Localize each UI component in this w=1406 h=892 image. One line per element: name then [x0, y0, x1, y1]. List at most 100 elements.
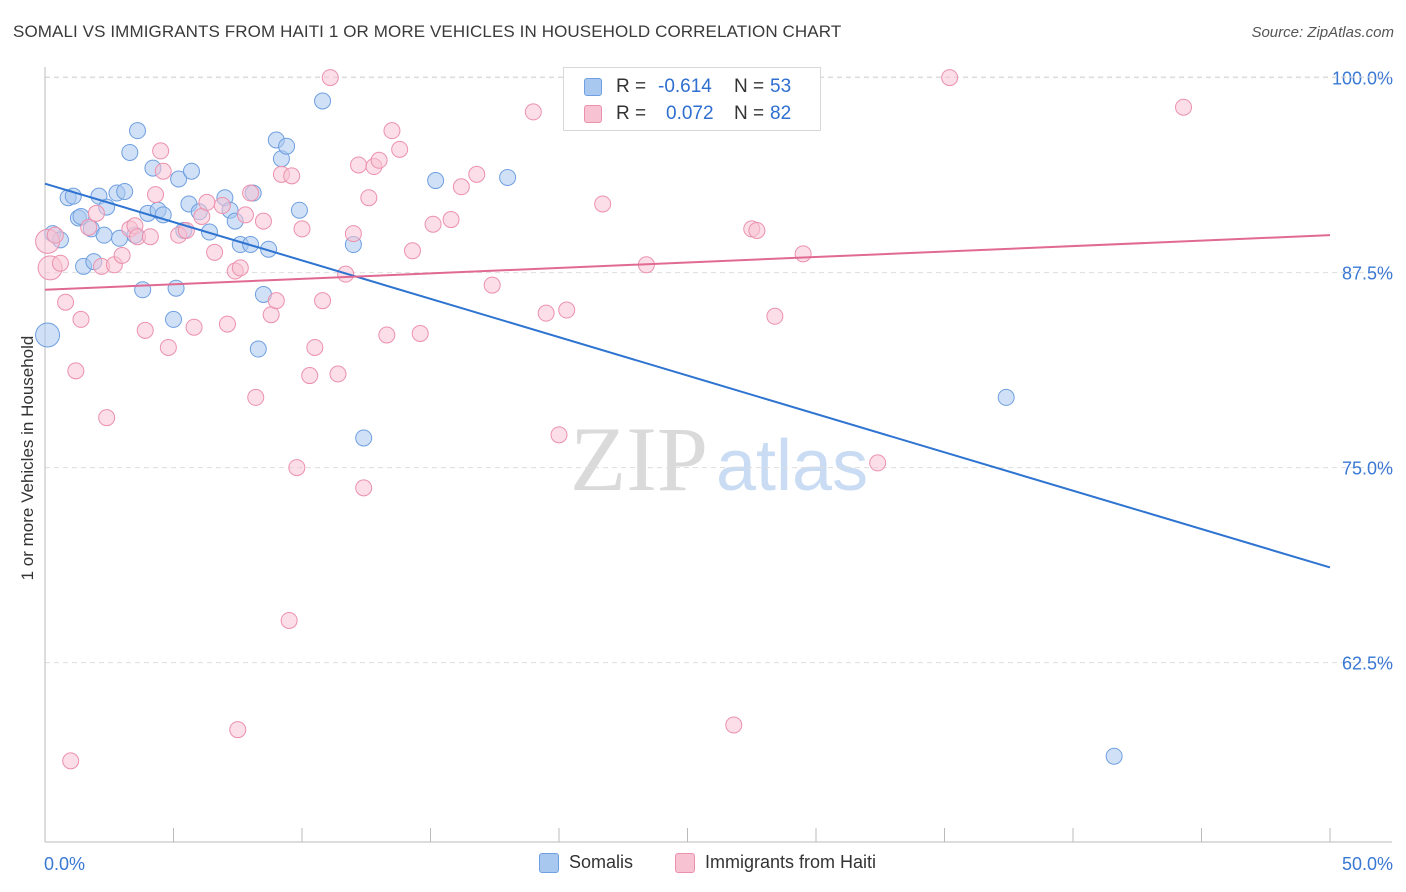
y-tick-label: 75.0% — [1342, 459, 1393, 479]
haiti-point — [72, 310, 90, 328]
somali-point — [154, 206, 172, 224]
haiti-point — [198, 193, 216, 211]
watermark-zip: ZIP — [570, 408, 708, 510]
legend-item-somalis[interactable]: Somalis — [539, 852, 633, 873]
haiti-point — [725, 716, 743, 734]
somali-point — [170, 170, 188, 188]
haiti-point — [154, 162, 172, 180]
somali-point — [182, 162, 200, 180]
haiti-point — [113, 246, 131, 264]
somalis-swatch — [584, 78, 602, 96]
haiti-trend-line — [44, 234, 1331, 291]
haiti-point — [391, 140, 409, 158]
haiti-point — [147, 186, 165, 204]
chart-title: SOMALI VS IMMIGRANTS FROM HAITI 1 OR MOR… — [13, 22, 842, 41]
n-value: 82 — [770, 103, 792, 124]
haiti-point — [306, 338, 324, 356]
haiti-point — [229, 721, 247, 739]
r-value: 0.072 — [666, 103, 714, 124]
somalis-legend-swatch — [539, 852, 559, 873]
haiti-point — [51, 254, 69, 272]
haiti-point — [378, 326, 396, 344]
haiti-point — [370, 151, 388, 169]
haiti-point — [136, 321, 154, 339]
haiti-point — [301, 367, 319, 385]
haiti-point — [1175, 98, 1193, 116]
haiti-point — [314, 292, 332, 310]
haiti-point — [152, 142, 170, 160]
haiti-point — [355, 479, 373, 497]
somali-point — [314, 92, 332, 110]
haiti-point — [329, 365, 347, 383]
haiti-point — [283, 167, 301, 185]
haiti-point — [524, 103, 542, 121]
haiti-point — [231, 259, 249, 277]
haiti-point — [218, 315, 236, 333]
somali-point — [95, 226, 113, 244]
haiti-point — [537, 304, 555, 322]
haiti-point — [185, 318, 203, 336]
r-label: R = — [616, 76, 647, 97]
n-label: N = — [734, 76, 765, 97]
haiti-point — [242, 184, 260, 202]
haiti-point — [293, 220, 311, 238]
haiti-point — [236, 206, 254, 224]
haiti-point — [360, 189, 378, 207]
legend-item-haiti[interactable]: Immigrants from Haiti — [675, 852, 876, 873]
somali-point — [499, 168, 517, 186]
haiti-point — [159, 338, 177, 356]
somali-point — [260, 240, 278, 258]
haiti-point — [321, 69, 339, 87]
x-tick-label: 50.0% — [1342, 854, 1393, 874]
haiti-point — [383, 122, 401, 140]
stats-legend-row-somalis: R = -0.614 N = 53 — [584, 75, 791, 99]
r-value: -0.614 — [658, 76, 712, 97]
haiti-point — [941, 69, 959, 87]
somali-point — [165, 310, 182, 328]
haiti-point — [62, 752, 80, 770]
haiti-point — [57, 293, 75, 311]
somali-point — [116, 182, 134, 200]
haiti-point — [87, 204, 105, 222]
somali-trend-line — [44, 182, 1331, 569]
y-tick-label: 87.5% — [1342, 264, 1393, 284]
somali-point — [167, 279, 185, 297]
haiti-point — [442, 211, 460, 229]
x-tick-label: 0.0% — [44, 854, 85, 874]
haiti-point — [550, 426, 568, 444]
haiti-point — [280, 611, 298, 629]
haiti-point — [247, 388, 265, 406]
haiti-point — [869, 454, 887, 472]
haiti-point — [288, 459, 306, 477]
somali-point — [278, 137, 296, 155]
somali-point — [129, 122, 147, 140]
haiti-point — [350, 156, 368, 174]
somali-point — [134, 281, 152, 299]
n-label: N = — [734, 103, 765, 124]
haiti-point — [98, 409, 116, 427]
haiti-point — [344, 225, 362, 243]
haiti-point — [206, 243, 224, 261]
haiti-point — [80, 218, 98, 236]
n-value: 53 — [770, 76, 792, 97]
legend-label-haiti: Immigrants from Haiti — [705, 852, 877, 872]
somali-point — [121, 143, 139, 161]
watermark-atlas: atlas — [716, 426, 868, 506]
haiti-point — [468, 165, 486, 183]
haiti-point — [558, 301, 576, 319]
somali-point — [355, 429, 373, 447]
haiti-point — [748, 221, 766, 239]
haiti-point — [213, 197, 231, 215]
haiti-point — [483, 276, 501, 294]
y-tick-label: 100.0% — [1332, 69, 1393, 89]
somali-point — [35, 322, 61, 348]
haiti-point — [424, 215, 442, 233]
haiti-legend-swatch — [675, 852, 695, 873]
haiti-point — [254, 212, 272, 230]
legend-label-somalis: Somalis — [569, 852, 634, 872]
somali-point — [427, 172, 445, 190]
stats-legend-row-haiti: R = 0.072 N = 82 — [584, 102, 791, 126]
somali-point — [997, 388, 1015, 406]
somali-point — [249, 340, 267, 358]
